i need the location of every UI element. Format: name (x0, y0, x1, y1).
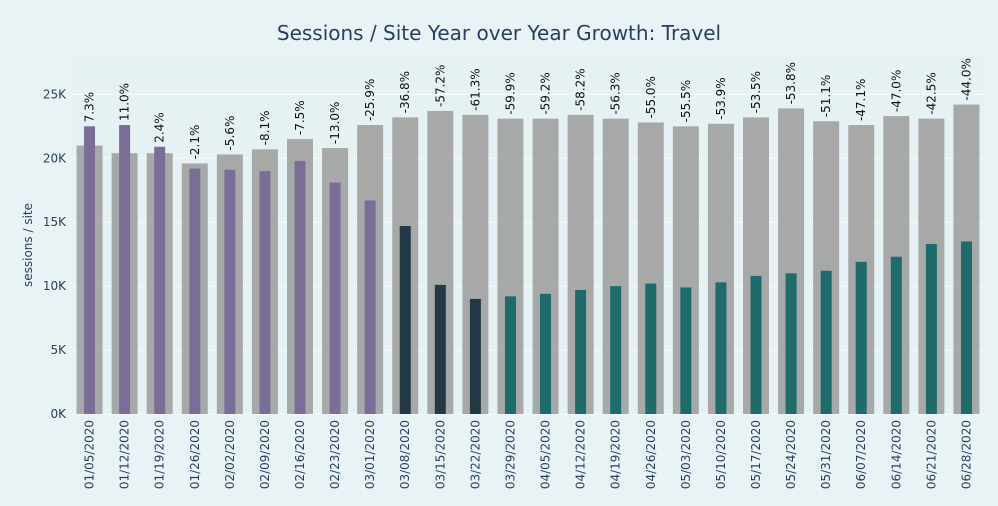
bar-current-year (504, 296, 516, 414)
bar-current-year (645, 283, 657, 414)
current-year-bars (84, 125, 972, 415)
data-label: -13.0% (328, 102, 342, 144)
bar-current-year (890, 256, 902, 414)
data-label: -51.1% (819, 75, 833, 117)
bar-current-year (434, 284, 446, 414)
x-tick-label: 02/02/2020 (223, 420, 237, 489)
bar-current-year (680, 287, 692, 414)
data-label: -25.9% (363, 79, 377, 121)
data-label: -55.5% (679, 80, 693, 122)
data-label: -53.5% (749, 71, 763, 113)
bar-current-year (84, 126, 96, 415)
x-tick-label: 05/03/2020 (679, 420, 693, 489)
data-label: -5.6% (223, 116, 237, 151)
x-tick-label: 04/05/2020 (539, 420, 553, 489)
data-label: -53.9% (714, 77, 728, 119)
bar-current-year (610, 286, 622, 414)
x-tick-label: 01/05/2020 (83, 420, 97, 489)
x-tick-label: 04/19/2020 (609, 420, 623, 489)
bar-current-year (469, 298, 481, 414)
bar-current-year (575, 289, 587, 414)
bar-current-year (785, 273, 797, 414)
x-axis-ticks: 01/05/2020 01/12/2020 01/19/2020 01/26/2020… (83, 420, 974, 489)
data-label: -61.3% (468, 68, 482, 110)
data-label: -57.2% (433, 65, 447, 107)
x-tick-label: 01/19/2020 (153, 420, 167, 489)
data-label: 2.4% (153, 112, 167, 143)
data-labels: 7.3% 11.0% 2.4% -2.1% -5.6% -8.1% -7.5% -13.0% -… (83, 58, 974, 159)
bar-current-year (715, 282, 727, 414)
bar-current-year (399, 226, 411, 414)
data-label: -47.0% (889, 70, 903, 112)
bar-current-year (189, 168, 201, 414)
y-tick-label: 15K (43, 215, 67, 229)
y-axis-ticks: 0K 5K 10K 15K 20K 25K (43, 87, 67, 421)
y-tick-label: 0K (50, 407, 67, 421)
bar-current-year (960, 241, 972, 414)
bar-current-year (259, 171, 271, 414)
x-tick-label: 06/14/2020 (889, 420, 903, 489)
chart-title: Sessions / Site Year over Year Growth: T… (277, 21, 721, 45)
x-tick-label: 03/01/2020 (363, 420, 377, 489)
data-label: 7.3% (83, 92, 97, 123)
bar-current-year (855, 261, 867, 414)
bar-current-year (119, 125, 131, 415)
data-label: -56.3% (609, 72, 623, 114)
x-tick-label: 05/17/2020 (749, 420, 763, 489)
data-label: -58.2% (574, 68, 588, 110)
x-tick-label: 03/22/2020 (468, 420, 482, 489)
data-label: -8.1% (258, 111, 272, 146)
data-label: -59.2% (539, 72, 553, 114)
data-label: -36.8% (398, 71, 412, 113)
x-tick-label: 05/24/2020 (784, 420, 798, 489)
x-tick-label: 05/31/2020 (819, 420, 833, 489)
x-tick-label: 06/21/2020 (924, 420, 938, 489)
x-tick-label: 03/15/2020 (433, 420, 447, 489)
x-tick-label: 03/08/2020 (398, 420, 412, 489)
bar-current-year (540, 293, 552, 414)
data-label: -53.8% (784, 62, 798, 104)
bar-current-year (364, 200, 376, 414)
x-tick-label: 02/09/2020 (258, 420, 272, 489)
x-tick-label: 05/10/2020 (714, 420, 728, 489)
data-label: -42.5% (924, 72, 938, 114)
x-tick-label: 04/12/2020 (574, 420, 588, 489)
data-label: -47.1% (854, 79, 868, 121)
data-label: -44.0% (959, 58, 973, 100)
x-tick-label: 01/12/2020 (118, 420, 132, 489)
bar-current-year (154, 146, 166, 414)
bar-current-year (329, 182, 341, 414)
x-tick-label: 03/29/2020 (503, 420, 517, 489)
bar-current-year (820, 270, 832, 414)
data-label: -2.1% (188, 125, 202, 160)
x-tick-label: 02/23/2020 (328, 420, 342, 489)
plot-background (72, 56, 984, 414)
bar-current-year (224, 169, 236, 414)
x-tick-label: 06/07/2020 (854, 420, 868, 489)
y-axis-label: sessions / site (21, 203, 35, 287)
bar-current-year (294, 160, 306, 414)
data-label: -55.0% (644, 76, 658, 118)
data-label: -7.5% (293, 100, 307, 135)
x-tick-label: 02/16/2020 (293, 420, 307, 489)
bar-current-year (750, 275, 762, 414)
x-tick-label: 01/26/2020 (188, 420, 202, 489)
y-tick-label: 10K (43, 279, 67, 293)
bar-current-year (925, 243, 937, 414)
y-tick-label: 25K (43, 87, 67, 101)
y-tick-label: 5K (50, 343, 67, 357)
data-label: -59.9% (503, 72, 517, 114)
x-tick-label: 06/28/2020 (959, 420, 973, 489)
data-label: 11.0% (118, 83, 132, 121)
x-tick-label: 04/26/2020 (644, 420, 658, 489)
y-tick-label: 20K (43, 151, 67, 165)
